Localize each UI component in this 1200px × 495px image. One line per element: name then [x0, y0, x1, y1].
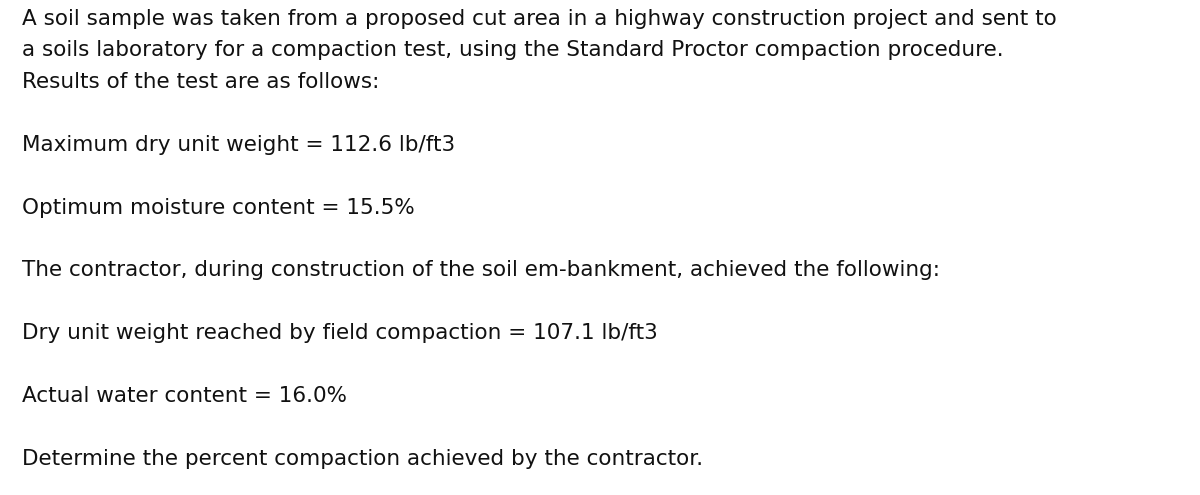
- Text: Results of the test are as follows:: Results of the test are as follows:: [22, 72, 379, 92]
- Text: Maximum dry unit weight = 112.6 lb/ft3: Maximum dry unit weight = 112.6 lb/ft3: [22, 135, 455, 154]
- Text: Optimum moisture content = 15.5%: Optimum moisture content = 15.5%: [22, 198, 414, 217]
- Text: a soils laboratory for a compaction test, using the Standard Proctor compaction : a soils laboratory for a compaction test…: [22, 41, 1003, 60]
- Text: Actual water content = 16.0%: Actual water content = 16.0%: [22, 386, 347, 406]
- Text: A soil sample was taken from a proposed cut area in a highway construction proje: A soil sample was taken from a proposed …: [22, 9, 1056, 29]
- Text: Dry unit weight reached by field compaction = 107.1 lb/ft3: Dry unit weight reached by field compact…: [22, 323, 658, 343]
- Text: The contractor, during construction of the soil em-bankment, achieved the follow: The contractor, during construction of t…: [22, 260, 940, 280]
- Text: Determine the percent compaction achieved by the contractor.: Determine the percent compaction achieve…: [22, 449, 703, 469]
